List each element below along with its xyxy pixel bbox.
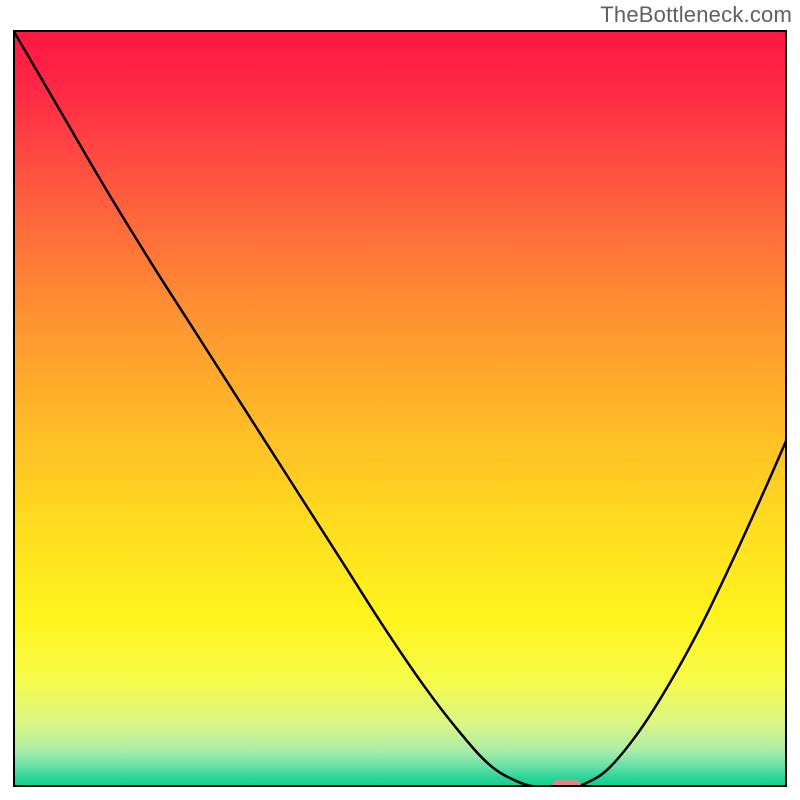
chart-frame: TheBottleneck.com (0, 0, 800, 800)
gradient-background (15, 32, 785, 785)
bottleneck-chart (0, 0, 800, 800)
watermark-text: TheBottleneck.com (600, 2, 792, 28)
highlight-marker (551, 779, 581, 795)
